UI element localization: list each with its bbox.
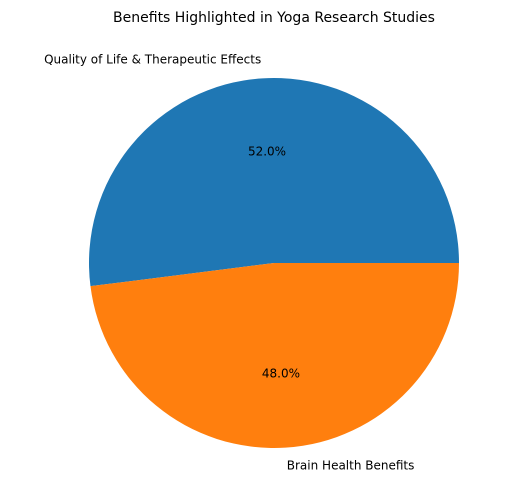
value-label: 52.0% (248, 145, 286, 159)
pie-slice (89, 78, 460, 287)
category-label: Brain Health Benefits (287, 459, 415, 473)
category-label: Quality of Life & Therapeutic Effects (44, 52, 261, 66)
value-label: 48.0% (262, 366, 300, 380)
pie-slice (90, 263, 460, 449)
chart-title: Benefits Highlighted in Yoga Research St… (113, 10, 435, 26)
